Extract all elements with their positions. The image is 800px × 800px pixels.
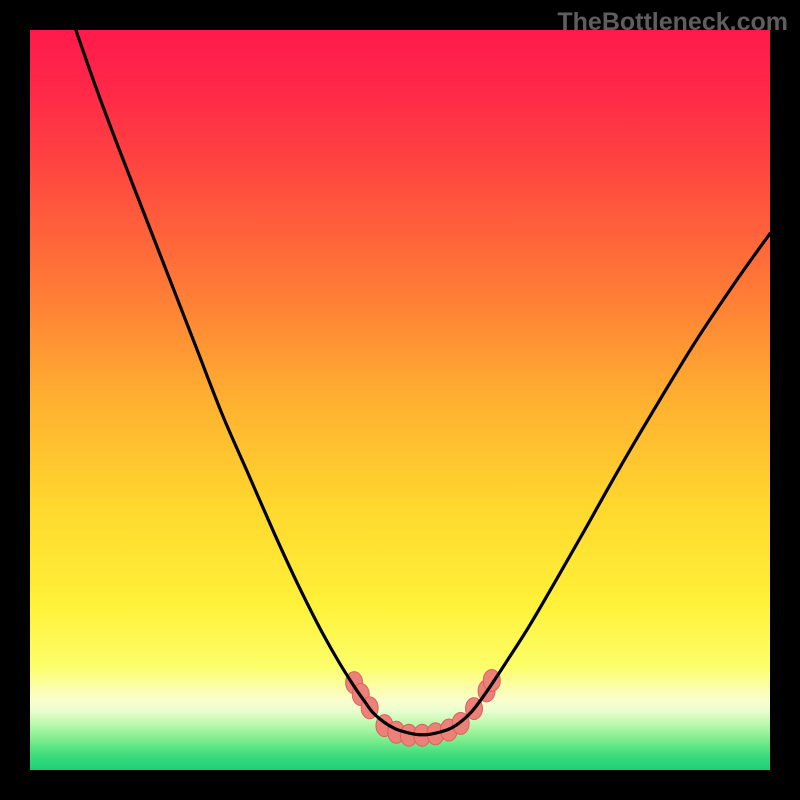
bottleneck-curve-chart (30, 30, 770, 770)
watermark-text: TheBottleneck.com (557, 8, 788, 37)
chart-stage: TheBottleneck.com (0, 0, 800, 800)
